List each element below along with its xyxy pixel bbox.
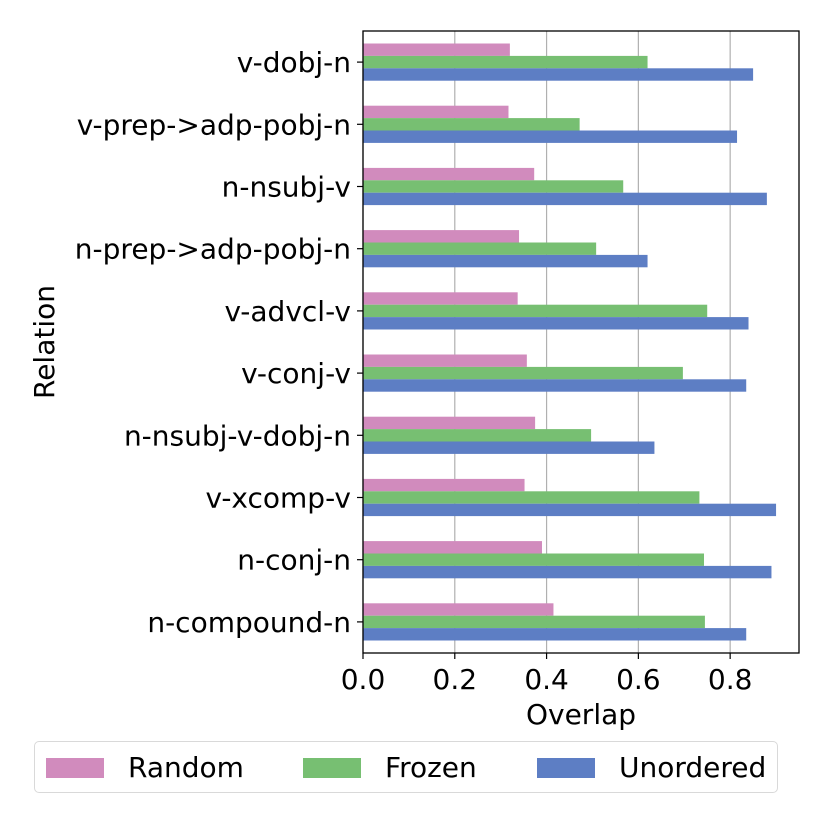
bar-random-5	[363, 354, 527, 367]
legend-label-frozen: Frozen	[385, 751, 477, 784]
y-tick-label-5: v-conj-v	[241, 357, 351, 390]
bar-frozen-3	[363, 242, 597, 255]
legend-swatch-frozen	[303, 758, 361, 778]
x-tick-label-3: 0.6	[616, 663, 661, 696]
legend-label-random: Random	[128, 751, 244, 784]
bar-frozen-5	[363, 366, 683, 380]
bar-random-3	[363, 230, 520, 243]
bar-random-7	[363, 478, 525, 492]
y-tick-label-2: n-nsubj-v	[222, 171, 351, 204]
bar-unordered-2	[363, 192, 767, 206]
plot-frame	[362, 30, 800, 654]
bar-frozen-1	[363, 118, 580, 131]
bar-frozen-0	[363, 55, 648, 69]
x-tick-label-1: 0.2	[433, 663, 478, 696]
x-tick-label-4: 0.8	[708, 663, 753, 696]
bar-random-0	[363, 43, 510, 56]
legend-label-unordered: Unordered	[619, 751, 767, 784]
bar-frozen-4	[363, 304, 708, 318]
y-axis-label: Relation	[28, 285, 61, 399]
bar-unordered-9	[363, 628, 747, 641]
bar-frozen-9	[363, 615, 705, 629]
y-tick-label-4: v-advcl-v	[224, 295, 351, 328]
bar-unordered-7	[363, 503, 777, 517]
y-tick-label-8: n-conj-n	[237, 544, 351, 577]
bar-random-1	[363, 105, 509, 119]
bar-unordered-4	[363, 317, 749, 330]
y-tick-label-9: n-compound-n	[147, 606, 351, 639]
bar-frozen-2	[363, 180, 624, 193]
bar-random-9	[363, 603, 554, 616]
bar-unordered-8	[363, 565, 772, 579]
bar-frozen-8	[363, 553, 704, 566]
bar-unordered-5	[363, 379, 747, 392]
bar-unordered-3	[363, 254, 648, 268]
x-axis-label: Overlap	[526, 698, 636, 731]
bar-random-6	[363, 416, 536, 430]
bar-unordered-0	[363, 68, 754, 81]
legend: Random Frozen Unordered	[34, 741, 778, 793]
y-tick-labels: v-dobj-n v-prep->adp-pobj-n n-nsubj-v n-pre…	[75, 46, 363, 639]
x-tick-labels: 0.0 0.2 0.4 0.6 0.8	[341, 653, 753, 696]
bar-unordered-6	[363, 441, 655, 454]
y-tick-label-7: v-xcomp-v	[206, 482, 352, 515]
bar-random-8	[363, 541, 542, 554]
legend-swatch-unordered	[537, 758, 595, 778]
bar-frozen-6	[363, 429, 592, 442]
x-tick-label-2: 0.4	[524, 663, 569, 696]
y-tick-label-3: n-prep->adp-pobj-n	[75, 233, 351, 266]
y-tick-label-0: v-dobj-n	[237, 46, 351, 79]
bar-random-2	[363, 167, 535, 181]
bars	[363, 43, 777, 641]
bar-frozen-7	[363, 491, 700, 504]
bar-unordered-1	[363, 130, 738, 143]
legend-swatch-random	[46, 758, 104, 778]
x-tick-label-0: 0.0	[341, 663, 386, 696]
y-tick-label-1: v-prep->adp-pobj-n	[77, 108, 351, 141]
y-tick-label-6: n-nsubj-v-dobj-n	[124, 419, 351, 452]
bar-random-4	[363, 292, 518, 305]
